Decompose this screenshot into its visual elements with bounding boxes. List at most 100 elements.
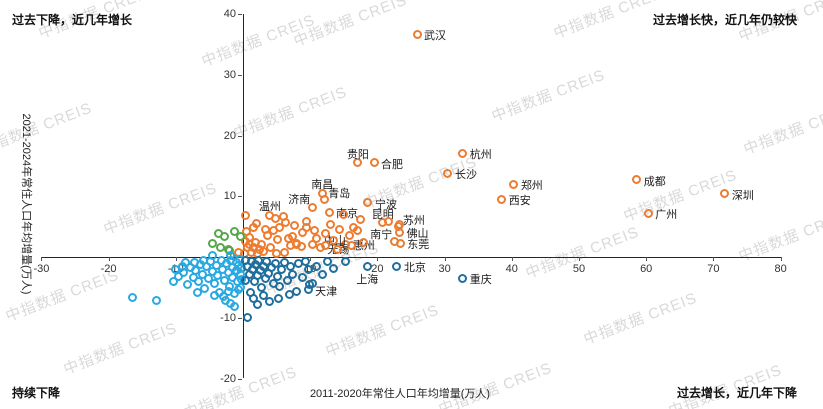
city-label: 广州 — [655, 209, 678, 222]
data-point — [272, 271, 282, 281]
data-point — [273, 235, 283, 245]
data-point — [265, 297, 275, 307]
watermark-text: 中指数据 CREIS — [0, 99, 95, 159]
data-point — [200, 284, 210, 294]
watermark-text: 中指数据 CREIS — [101, 179, 220, 239]
data-point — [321, 240, 331, 250]
watermark-text: 中指数据 CREIS — [551, 0, 670, 43]
data-point-上海 — [362, 261, 372, 271]
data-point — [359, 237, 369, 247]
data-point — [192, 288, 202, 298]
data-point — [152, 295, 162, 305]
quadrant-label-top-left: 过去下降，近几年增长 — [12, 13, 133, 27]
quadrant-label-top-right: 过去增长快，近几年仍较快 — [652, 13, 797, 27]
data-point — [303, 265, 313, 275]
y-axis-tick-label: -10 — [220, 311, 236, 324]
x-axis-tickmark — [444, 257, 446, 261]
data-point-贵阳 — [353, 158, 363, 168]
data-point — [317, 270, 327, 280]
data-point — [332, 245, 342, 255]
watermark-text: 中指数据 CREIS — [489, 66, 608, 126]
data-point — [310, 225, 320, 235]
y-axis-tick-label: -20 — [220, 372, 236, 385]
data-point — [284, 290, 294, 300]
data-point — [312, 262, 322, 272]
x-axis-tickmark — [377, 257, 379, 261]
data-point-成都 — [632, 175, 642, 185]
watermark-text: 中指数据 CREIS — [436, 359, 555, 409]
data-point — [307, 240, 317, 250]
city-label: 济南 — [288, 194, 311, 207]
watermark-text: 中指数据 CREIS — [581, 289, 700, 349]
quadrant-label-bottom-left: 持续下降 — [12, 386, 61, 400]
data-point — [208, 238, 218, 248]
data-point — [297, 272, 307, 282]
data-point — [328, 264, 338, 274]
city-label: 西安 — [508, 195, 531, 208]
x-axis-tickmark — [41, 257, 43, 261]
data-point — [270, 258, 280, 268]
data-point — [204, 274, 214, 284]
y-axis-tickmark — [238, 196, 242, 198]
data-point — [207, 251, 217, 261]
data-point-北京 — [392, 261, 402, 271]
data-point-广州 — [643, 208, 653, 218]
data-point — [235, 232, 245, 242]
data-point — [253, 299, 263, 309]
city-label: 东莞 — [407, 239, 430, 252]
city-label: 佛山 — [406, 228, 429, 241]
data-point — [308, 278, 318, 288]
y-axis-tickmark — [238, 14, 242, 15]
x-axis-tickmark — [646, 257, 648, 261]
y-axis-tick-label: 30 — [223, 68, 236, 81]
city-label: 南宁 — [370, 228, 393, 241]
data-point — [356, 214, 366, 224]
data-point — [280, 247, 290, 257]
x-axis-tick-label: 80 — [774, 263, 787, 275]
data-point — [209, 279, 219, 289]
x-axis-tick-label: -30 — [33, 263, 50, 275]
watermark-text: 中指数据 CREIS — [181, 363, 300, 409]
x-axis-tick-label: 70 — [707, 263, 720, 275]
x-axis-tickmark — [511, 257, 513, 261]
city-label: 上海 — [356, 274, 379, 287]
data-point — [253, 255, 263, 265]
data-point-长沙 — [443, 168, 453, 178]
data-point — [275, 223, 285, 233]
y-axis-tickmark — [238, 135, 242, 137]
data-point — [258, 247, 268, 257]
data-point — [353, 225, 363, 235]
data-point — [274, 293, 284, 303]
city-label: 杭州 — [469, 149, 492, 162]
y-axis-tick-label: 20 — [223, 129, 236, 142]
y-axis-line — [242, 14, 244, 378]
data-point — [243, 312, 253, 322]
data-point-东莞 — [395, 238, 405, 248]
data-point — [325, 220, 335, 230]
data-point — [340, 256, 350, 266]
y-axis-tick-label: 10 — [223, 190, 236, 203]
data-point — [266, 243, 276, 253]
data-point — [282, 276, 292, 286]
y-axis-tickmark — [238, 378, 242, 380]
city-label: 温州 — [258, 201, 281, 214]
data-point — [249, 294, 259, 304]
data-point — [300, 256, 310, 266]
y-axis-tickmark — [238, 317, 242, 319]
data-point — [128, 293, 138, 303]
data-point — [230, 226, 240, 236]
data-point — [241, 276, 251, 286]
data-point — [288, 269, 298, 279]
data-point — [329, 236, 339, 246]
data-point — [198, 269, 208, 279]
x-axis-tick-label: 30 — [438, 263, 451, 275]
data-point — [296, 241, 306, 251]
city-label: 重庆 — [469, 274, 492, 287]
city-label: 南昌 — [311, 179, 334, 192]
watermark-text: 中指数据 CREIS — [231, 83, 350, 143]
data-point-重庆 — [458, 273, 468, 283]
x-axis-tick-label: 50 — [572, 263, 586, 275]
data-point — [241, 226, 251, 236]
data-point — [262, 257, 272, 267]
